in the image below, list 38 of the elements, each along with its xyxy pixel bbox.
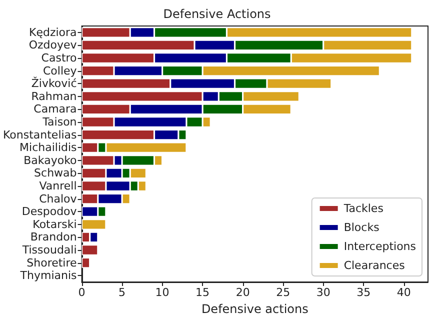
y-tick-label: Kotarski (32, 218, 77, 231)
x-tick-label: 40 (396, 286, 411, 299)
x-tick-label: 15 (196, 286, 210, 299)
legend-label: Interceptions (344, 240, 416, 253)
y-tick-label: Chalov (39, 192, 78, 206)
y-tick-label: Vanrell (39, 180, 77, 192)
y-tick-label: Michailidis (20, 141, 78, 154)
y-tick-label: Tissoudali (21, 244, 77, 256)
y-tick-label: Camara (34, 102, 77, 116)
y-tick-label: Colley (42, 64, 78, 78)
y-tick-label: Živković (31, 76, 77, 90)
x-tick-label: 35 (356, 286, 371, 299)
y-tick-label: Castro (41, 52, 78, 64)
x-tick-label: 0 (78, 286, 86, 299)
y-tick-label: Thymianis (19, 269, 78, 282)
y-tick-label: Shoretire (26, 256, 78, 270)
x-axis-title: Defensive actions (201, 302, 308, 316)
legend-label: Tackles (342, 202, 384, 215)
y-tick-label: Konstantelias (2, 128, 78, 142)
y-tick-label: Ozdoyev (28, 38, 78, 52)
legend-label: Blocks (344, 221, 380, 234)
legend-label: Clearances (344, 259, 406, 272)
y-tick-label: Despodov (22, 205, 78, 218)
chart-title: Defensive Actions (163, 7, 271, 21)
y-tick-label: Bakayoko (24, 154, 78, 167)
x-tick-label: 30 (316, 286, 330, 299)
bar (82, 219, 106, 230)
x-tick-label: 10 (155, 286, 170, 299)
y-tick-label: Brandon (30, 230, 77, 244)
y-tick-label: Rahman (31, 90, 77, 103)
y-tick-label: Taison (42, 116, 77, 128)
x-tick-label: 20 (236, 286, 250, 299)
bar (82, 244, 98, 256)
bar (82, 258, 90, 268)
y-tick-label: Kędziora (28, 26, 77, 39)
y-tick-label: Schwab (34, 166, 77, 180)
x-tick-label: 5 (118, 286, 126, 299)
x-tick-label: 25 (276, 286, 290, 299)
